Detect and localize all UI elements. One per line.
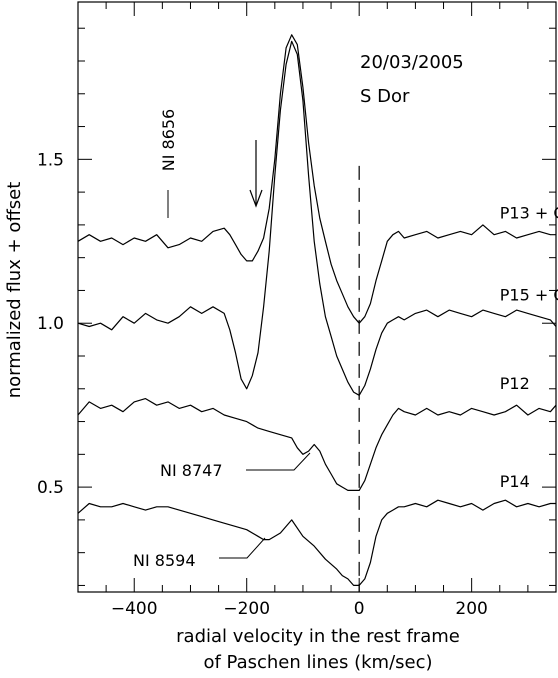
series-line-4 — [77, 499, 556, 587]
ni8656-label: NI 8656 — [159, 109, 178, 172]
plot-frame — [77, 1, 557, 593]
ni8594-marker — [219, 537, 266, 559]
y-axis-label: normalized flux + offset — [4, 182, 25, 399]
series-label: P14 — [500, 472, 530, 491]
x-tick-label: −400 — [111, 599, 158, 619]
arrow-head — [249, 189, 263, 208]
x-tick-label: 0 — [354, 599, 365, 619]
series-lines — [77, 34, 557, 587]
x-tick-label: −200 — [223, 599, 270, 619]
series-labels: P13 + CaII P15 + CaII P12 P14 — [500, 203, 558, 491]
plot-border — [77, 1, 557, 593]
series-label: P12 — [500, 374, 530, 393]
ni8747-marker — [246, 452, 311, 471]
ni8747-label: NI 8747 — [160, 461, 223, 480]
axis-ticks: −400 −200 0 200 0.5 1.0 1.5 — [37, 2, 557, 619]
ni8594-label: NI 8594 — [133, 551, 196, 570]
star-annotation: S Dor — [360, 86, 410, 107]
y-tick-label: 1.5 — [37, 150, 64, 170]
date-annotation: 20/03/2005 — [360, 52, 464, 73]
x-axis-label-line1: radial velocity in the rest frame — [176, 626, 460, 647]
series-line-2 — [77, 40, 557, 396]
series-label: P15 + CaII — [500, 285, 558, 304]
series-line-3 — [77, 398, 557, 491]
x-axis-label-line2: of Paschen lines (km/sec) — [203, 652, 432, 673]
annotations: 20/03/2005 S Dor NI 8656 NI 8747 NI 8594 — [133, 52, 464, 570]
y-tick-label: 0.5 — [37, 478, 64, 498]
x-tick-label: 200 — [455, 599, 487, 619]
series-line-1 — [77, 34, 556, 324]
y-tick-label: 1.0 — [37, 314, 64, 334]
series-label: P13 + CaII — [500, 203, 558, 222]
